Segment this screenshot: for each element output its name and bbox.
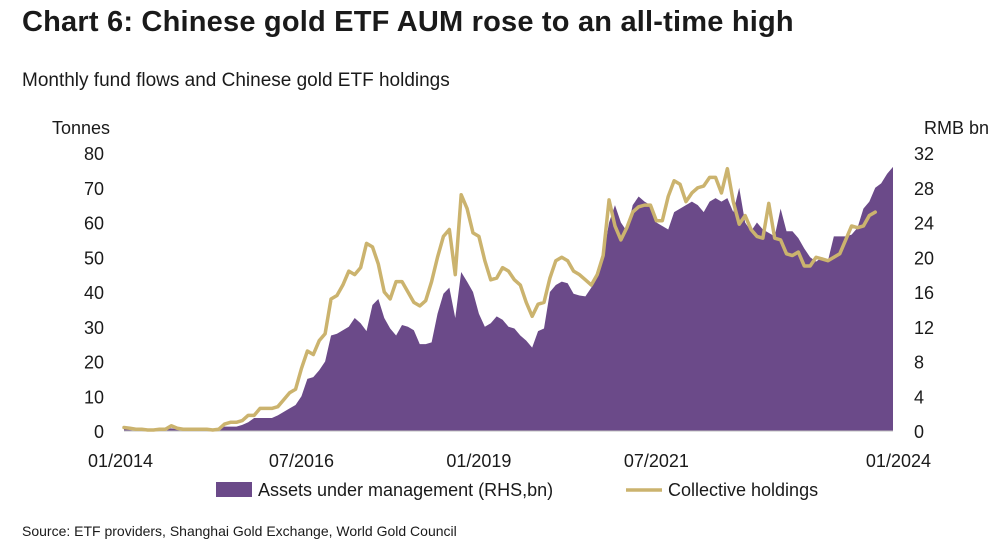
right-tick-label: 24 bbox=[914, 214, 934, 234]
right-tick-label: 16 bbox=[914, 283, 934, 303]
legend-holdings-label: Collective holdings bbox=[668, 480, 818, 500]
right-tick-label: 8 bbox=[914, 353, 924, 373]
x-tick-label: 07/2016 bbox=[269, 451, 334, 471]
aum-area bbox=[124, 166, 893, 431]
holdings-line bbox=[122, 166, 877, 432]
left-axis-ticks: 0 10 20 30 40 50 60 70 80 bbox=[84, 144, 104, 442]
right-axis-label: RMB bn bbox=[924, 118, 989, 138]
x-axis-ticks: 01/2014 07/2016 01/2019 07/2021 01/2024 bbox=[88, 451, 931, 471]
left-tick-label: 80 bbox=[84, 144, 104, 164]
source-note: Source: ETF providers, Shanghai Gold Exc… bbox=[22, 523, 457, 539]
left-axis-label: Tonnes bbox=[52, 118, 110, 138]
x-tick-label: 01/2014 bbox=[88, 451, 153, 471]
plot-area bbox=[122, 166, 893, 432]
left-tick-label: 40 bbox=[84, 283, 104, 303]
left-tick-label: 0 bbox=[94, 422, 104, 442]
right-tick-label: 32 bbox=[914, 144, 934, 164]
right-axis-ticks: 0 4 8 12 16 20 24 28 32 bbox=[914, 144, 934, 442]
x-tick-label: 01/2019 bbox=[446, 451, 511, 471]
chart-title: Chart 6: Chinese gold ETF AUM rose to an… bbox=[22, 6, 794, 38]
right-tick-label: 12 bbox=[914, 318, 934, 338]
right-tick-label: 20 bbox=[914, 248, 934, 268]
left-tick-label: 30 bbox=[84, 318, 104, 338]
legend: Assets under management (RHS,bn) Collect… bbox=[216, 480, 818, 500]
chart-subtitle: Monthly fund flows and Chinese gold ETF … bbox=[22, 70, 450, 91]
x-tick-label: 01/2024 bbox=[866, 451, 931, 471]
legend-aum-label: Assets under management (RHS,bn) bbox=[258, 480, 553, 500]
left-tick-label: 50 bbox=[84, 248, 104, 268]
left-tick-label: 20 bbox=[84, 353, 104, 373]
left-tick-label: 60 bbox=[84, 214, 104, 234]
right-tick-label: 28 bbox=[914, 179, 934, 199]
x-tick-label: 07/2021 bbox=[624, 451, 689, 471]
right-tick-label: 4 bbox=[914, 387, 924, 407]
left-tick-label: 10 bbox=[84, 387, 104, 407]
legend-aum-swatch bbox=[216, 482, 252, 497]
left-tick-label: 70 bbox=[84, 179, 104, 199]
right-tick-label: 0 bbox=[914, 422, 924, 442]
